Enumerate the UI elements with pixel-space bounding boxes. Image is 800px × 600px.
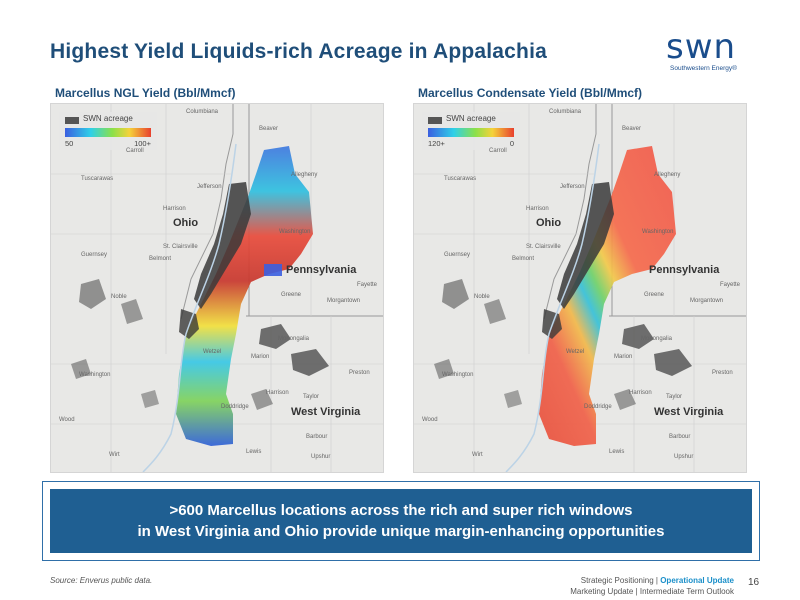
slide-title: Highest Yield Liquids-rich Acreage in Ap… <box>50 40 547 63</box>
page-number: 16 <box>748 577 760 588</box>
place-label: Greene <box>281 292 302 298</box>
place-label: Jefferson <box>197 184 222 190</box>
place-label: Fayette <box>720 282 741 288</box>
place-label: Monongalia <box>278 336 310 342</box>
ngl-color-scale <box>65 128 151 137</box>
condensate-legend: SWN acreage 120+ 0 <box>422 112 520 150</box>
place-label: Wetzel <box>566 349 585 355</box>
acreage-swatch <box>65 117 79 124</box>
place-label: Belmont <box>512 256 535 262</box>
banner-line-1: >600 Marcellus locations across the rich… <box>169 502 633 519</box>
place-label: Barbour <box>306 434 328 440</box>
place-label: Washington <box>79 372 111 378</box>
footer-nav-operational-update[interactable]: Operational Update <box>660 576 734 585</box>
legend-max: 100+ <box>134 139 151 148</box>
place-label: Beaver <box>259 126 279 132</box>
place-label: Fayette <box>357 282 378 288</box>
place-label: Belmont <box>149 256 172 262</box>
place-label: Wirt <box>109 452 120 458</box>
place-label: Upshur <box>311 454 331 460</box>
place-label: Tuscarawas <box>444 176 477 182</box>
place-label: Harrison <box>163 206 186 212</box>
logo-mark: swn <box>666 27 737 67</box>
condensate-map-graphic <box>414 104 746 472</box>
place-label: Marion <box>251 354 270 360</box>
place-label: Monongalia <box>641 336 673 342</box>
legend-min: 50 <box>65 139 74 148</box>
state-label-pennsylvania: Pennsylvania <box>286 264 357 276</box>
place-label: Barbour <box>669 434 691 440</box>
place-label: Wetzel <box>203 349 222 355</box>
banner-body: >600 Marcellus locations across the rich… <box>50 489 752 553</box>
ngl-legend: SWN acreage 50 100+ <box>59 112 157 150</box>
place-label: Allegheny <box>654 172 681 178</box>
place-label: Jefferson <box>560 184 585 190</box>
footer-nav-line-2[interactable]: Marketing Update | Intermediate Term Out… <box>570 587 734 596</box>
place-label: Carroll <box>126 148 144 154</box>
ngl-map-graphic <box>51 104 383 472</box>
state-label-west-virginia: West Virginia <box>291 406 361 418</box>
source-note: Source: Enverus public data. <box>50 576 153 585</box>
acreage-label: SWN acreage <box>446 114 496 123</box>
place-label: St. Clairsville <box>163 244 198 250</box>
place-label: Noble <box>111 294 127 300</box>
ngl-map-title: Marcellus NGL Yield (Bbl/Mmcf) <box>55 86 236 100</box>
key-message-banner: >600 Marcellus locations across the rich… <box>42 481 760 561</box>
place-label: Preston <box>349 370 370 376</box>
place-label: Noble <box>474 294 490 300</box>
ngl-yield-map: SWN acreage 50 100+ Columbiana Beaver Ca… <box>50 103 384 473</box>
place-label: Marion <box>614 354 633 360</box>
condensate-color-scale <box>428 128 514 137</box>
place-label: Preston <box>712 370 733 376</box>
condensate-yield-map: SWN acreage 120+ 0 Columbiana Beaver Car… <box>413 103 747 473</box>
state-label-ohio: Ohio <box>173 217 199 229</box>
place-label: Taylor <box>666 394 683 400</box>
place-label: Lewis <box>609 449 625 455</box>
place-label: Greene <box>644 292 665 298</box>
condensate-map-title: Marcellus Condensate Yield (Bbl/Mmcf) <box>418 86 643 100</box>
place-label: Morgantown <box>690 298 724 304</box>
state-label-pennsylvania: Pennsylvania <box>649 264 720 276</box>
place-label: Allegheny <box>291 172 318 178</box>
place-label: Washington <box>642 229 674 235</box>
place-label: Beaver <box>622 126 642 132</box>
place-label: Harrison <box>629 390 652 396</box>
place-label: St. Clairsville <box>526 244 561 250</box>
place-label: Guernsey <box>81 252 108 258</box>
place-label: Wood <box>422 417 438 423</box>
place-label: Columbiana <box>186 109 219 115</box>
place-label: Morgantown <box>327 298 361 304</box>
place-label: Washington <box>279 229 311 235</box>
place-label: Washington <box>442 372 474 378</box>
place-label: Carroll <box>489 148 507 154</box>
place-label: Doddridge <box>584 404 612 410</box>
place-label: Doddridge <box>221 404 249 410</box>
state-label-west-virginia: West Virginia <box>654 406 724 418</box>
footer-nav-line-1: Strategic Positioning | Operational Upda… <box>570 575 734 586</box>
footer-navigation: Strategic Positioning | Operational Upda… <box>570 575 734 597</box>
swn-logo: swn Southwestern Energy® <box>666 30 776 80</box>
place-label: Columbiana <box>549 109 582 115</box>
legend-min: 120+ <box>428 139 445 148</box>
place-label: Harrison <box>526 206 549 212</box>
place-label: Harrison <box>266 390 289 396</box>
banner-line-2: in West Virginia and Ohio provide unique… <box>137 523 665 540</box>
place-label: Lewis <box>246 449 262 455</box>
place-label: Wood <box>59 417 75 423</box>
acreage-label: SWN acreage <box>83 114 133 123</box>
place-label: Guernsey <box>444 252 471 258</box>
place-label: Upshur <box>674 454 694 460</box>
state-label-ohio: Ohio <box>536 217 562 229</box>
footer-nav-strategic[interactable]: Strategic Positioning | <box>580 576 661 585</box>
place-label: Tuscarawas <box>81 176 114 182</box>
place-label: Wirt <box>472 452 483 458</box>
acreage-swatch <box>428 117 442 124</box>
legend-max: 0 <box>509 139 514 148</box>
place-label: Taylor <box>303 394 320 400</box>
logo-subtitle: Southwestern Energy® <box>670 65 737 72</box>
